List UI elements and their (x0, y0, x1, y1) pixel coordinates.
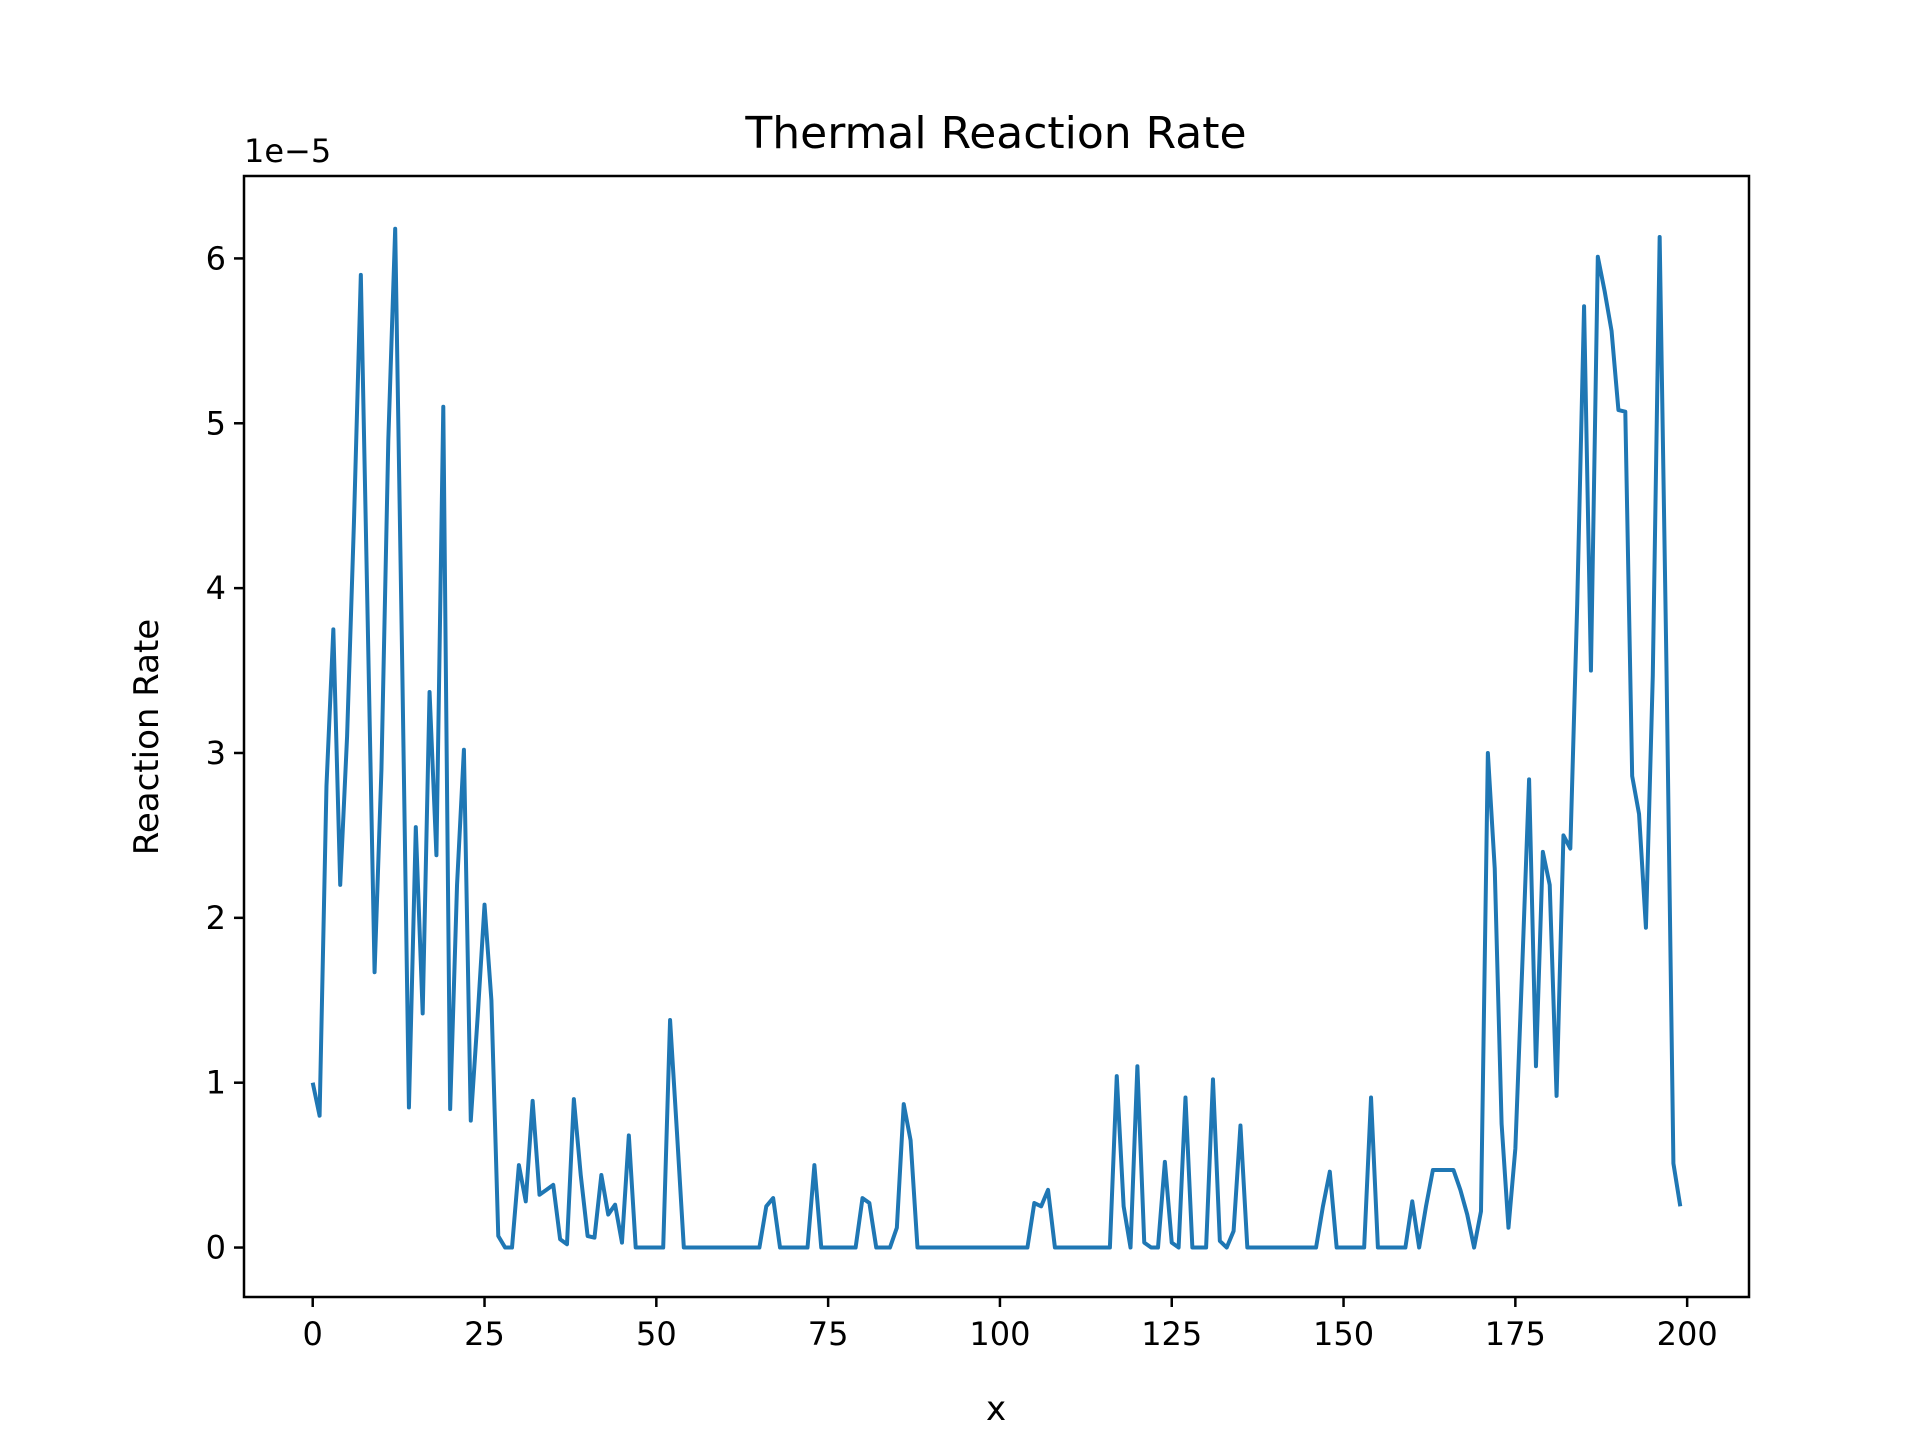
x-tick-label: 150 (1313, 1315, 1374, 1353)
x-tick-label: 75 (808, 1315, 849, 1353)
chart-title: Thermal Reaction Rate (744, 108, 1246, 159)
x-tick-label: 0 (303, 1315, 323, 1353)
y-tick-label: 0 (206, 1229, 226, 1267)
y-tick-label: 6 (206, 239, 226, 277)
plot-area (244, 176, 1749, 1297)
series-line (310, 226, 1683, 1250)
x-tick-label: 175 (1485, 1315, 1546, 1353)
offset-text: 1e−5 (244, 132, 331, 170)
x-tick-label: 50 (636, 1315, 677, 1353)
y-tick-label: 4 (206, 569, 226, 607)
x-tick-label: 100 (969, 1315, 1030, 1353)
y-axis-label: Reaction Rate (127, 619, 167, 855)
y-tick-label: 1 (206, 1064, 226, 1102)
y-tick-label: 3 (206, 734, 226, 772)
y-tick-label: 5 (206, 404, 226, 442)
x-axis-label: x (986, 1389, 1006, 1429)
x-tick-label: 200 (1657, 1315, 1718, 1353)
x-tick-label: 125 (1141, 1315, 1202, 1353)
x-tick-label: 25 (464, 1315, 505, 1353)
y-tick-label: 2 (206, 899, 226, 937)
tick-group: 0 25 50 75 100 125 150 175 200 0 1 2 3 4 5 6 (206, 239, 1718, 1353)
plot-frame (242, 174, 1751, 1299)
